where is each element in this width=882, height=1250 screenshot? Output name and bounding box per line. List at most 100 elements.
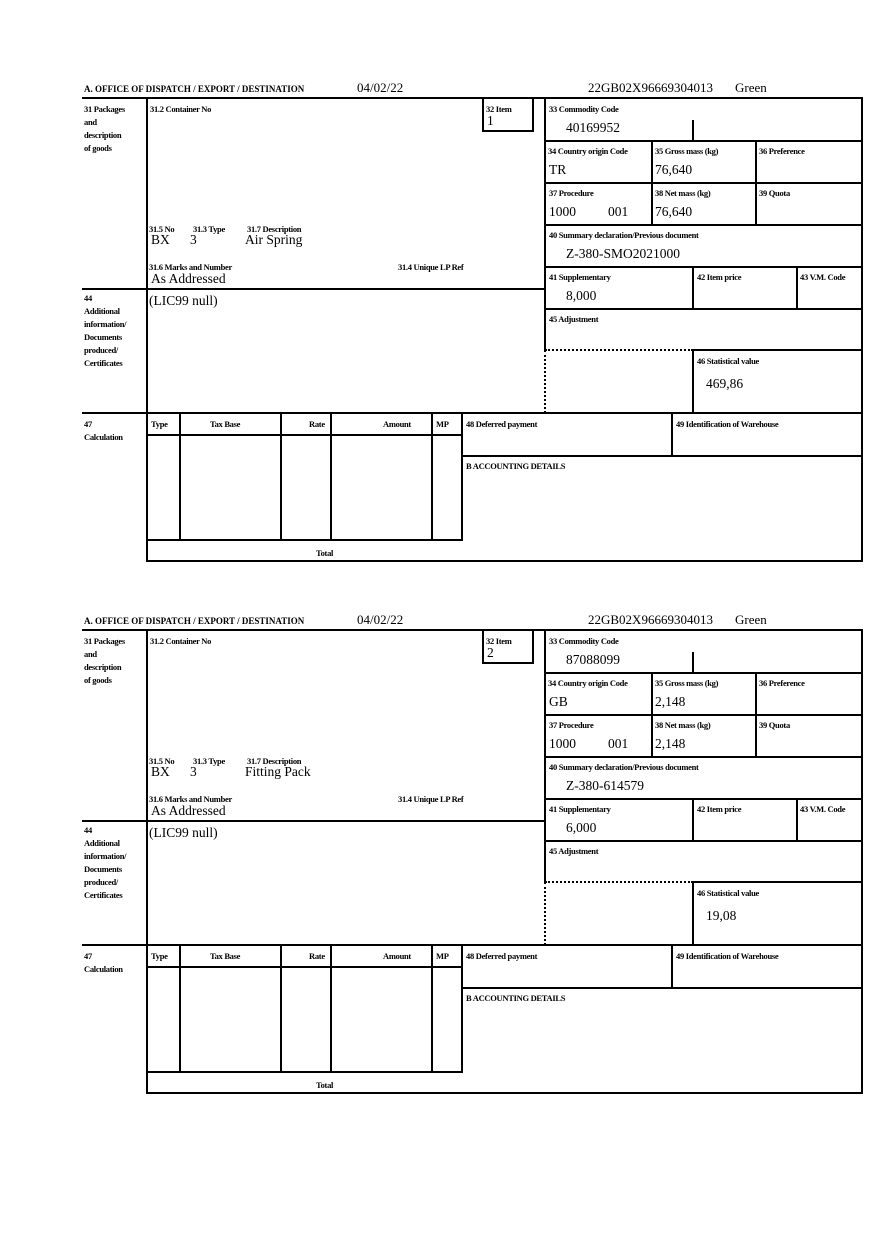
statistical-value: 469,86 (706, 376, 744, 391)
label-description: 31.7 Description (247, 224, 302, 234)
label-col-tax-base: Tax Base (210, 419, 241, 429)
label-container: 31.2 Container No (150, 104, 212, 114)
form-rule (179, 945, 181, 1073)
procedure-extension: 001 (608, 736, 629, 751)
label-b31-4: of goods (84, 143, 112, 153)
label-item-price: 42 Item price (697, 804, 742, 814)
declaration-reference: 22GB02X96669304013 (588, 80, 713, 95)
label-procedure: 37 Procedure (549, 720, 594, 730)
declaration-date: 04/02/22 (357, 612, 404, 627)
form-rule (147, 1071, 463, 1073)
label-vm-code: 43 V.M. Code (800, 272, 846, 282)
form-rule (431, 413, 433, 541)
form-rule (861, 98, 863, 562)
label-b47-2: Calculation (84, 964, 123, 974)
label-col-rate: Rate (309, 951, 325, 961)
label-type: 31.3 Type (193, 224, 225, 234)
declaration-reference: 22GB02X96669304013 (588, 612, 713, 627)
label-b31-1: 31 Packages (84, 636, 125, 646)
item-number: 2 (487, 645, 494, 660)
form-rule (330, 945, 332, 1073)
label-total: Total (316, 1080, 334, 1090)
label-marks: 31.6 Marks and Number (149, 794, 232, 804)
marks-and-numbers: As Addressed (151, 803, 226, 818)
label-b47-2: Calculation (84, 432, 123, 442)
label-b31-3: description (84, 662, 122, 672)
form-rule (755, 673, 757, 758)
form-rule (692, 350, 694, 414)
label-unique-ref: 31.4 Unique LP Ref (398, 262, 464, 272)
country-origin-code: GB (549, 694, 568, 709)
label-no: 31.5 No (149, 756, 175, 766)
label-quota: 39 Quota (759, 720, 790, 730)
label-b44-2: Additional (84, 306, 120, 316)
previous-document: Z-380-614579 (566, 778, 644, 793)
label-b44-3: information/ (84, 851, 127, 861)
label-gross: 35 Gross mass (kg) (655, 678, 719, 688)
label-b44-1: 44 (84, 293, 92, 303)
label-b47-1: 47 (84, 951, 92, 961)
package-number: BX (151, 764, 170, 779)
previous-document: Z-380-SMO2021000 (566, 246, 680, 261)
procedure-code: 1000 (549, 204, 576, 219)
gross-mass: 2,148 (655, 694, 686, 709)
label-col-tax-base: Tax Base (210, 951, 241, 961)
form-rule (82, 944, 863, 946)
form-rule (545, 714, 863, 716)
form-rule (482, 630, 484, 664)
label-b31-2: and (84, 649, 97, 659)
label-item: 32 Item (486, 104, 512, 114)
form-rule (147, 539, 463, 541)
supplementary-units: 8,000 (566, 288, 597, 303)
label-vm-code: 43 V.M. Code (800, 804, 846, 814)
form-rule (545, 672, 863, 674)
form-rule (671, 945, 673, 989)
form-rule (82, 97, 863, 99)
office-heading: A. OFFICE OF DISPATCH / EXPORT / DESTINA… (84, 616, 305, 626)
label-accounting: B ACCOUNTING DETAILS (466, 461, 566, 471)
supplementary-units: 6,000 (566, 820, 597, 835)
form-rule (147, 966, 463, 968)
form-rule (280, 413, 282, 541)
form-rule (861, 630, 863, 1094)
goods-description: Fitting Pack (245, 764, 311, 779)
form-rule (692, 799, 694, 842)
label-total: Total (316, 548, 334, 558)
form-rule (82, 629, 863, 631)
form-rule (545, 840, 863, 842)
label-b44-5: produced/ (84, 877, 118, 887)
form-rule (545, 308, 863, 310)
form-rule (82, 288, 546, 290)
form-rule (462, 987, 863, 989)
form-rule (482, 98, 484, 132)
form-rule (692, 267, 694, 310)
form-rule (82, 412, 863, 414)
form-rule (179, 413, 181, 541)
form-rule (545, 266, 863, 268)
label-statistical: 46 Statistical value (697, 356, 759, 366)
label-col-type: Type (151, 951, 168, 961)
label-preference: 36 Preference (759, 146, 805, 156)
form-rule (146, 630, 148, 1094)
label-b31-4: of goods (84, 675, 112, 685)
form-rule (671, 413, 673, 457)
form-rule (545, 224, 863, 226)
route-status: Green (735, 80, 767, 95)
label-col-mp: MP (436, 419, 449, 429)
label-b31-1: 31 Packages (84, 104, 125, 114)
form-rule (483, 130, 534, 132)
label-item-price: 42 Item price (697, 272, 742, 282)
label-b44-6: Certificates (84, 358, 123, 368)
country-origin-code: TR (549, 162, 567, 177)
procedure-code: 1000 (549, 736, 576, 751)
form-rule (147, 560, 863, 562)
item-number: 1 (487, 113, 494, 128)
goods-description: Air Spring (245, 232, 303, 247)
form-rule (545, 756, 863, 758)
label-b31-3: description (84, 130, 122, 140)
form-rule (461, 413, 463, 541)
label-container: 31.2 Container No (150, 636, 212, 646)
label-procedure: 37 Procedure (549, 188, 594, 198)
dotted-rule (544, 350, 546, 413)
form-rule (692, 120, 694, 142)
